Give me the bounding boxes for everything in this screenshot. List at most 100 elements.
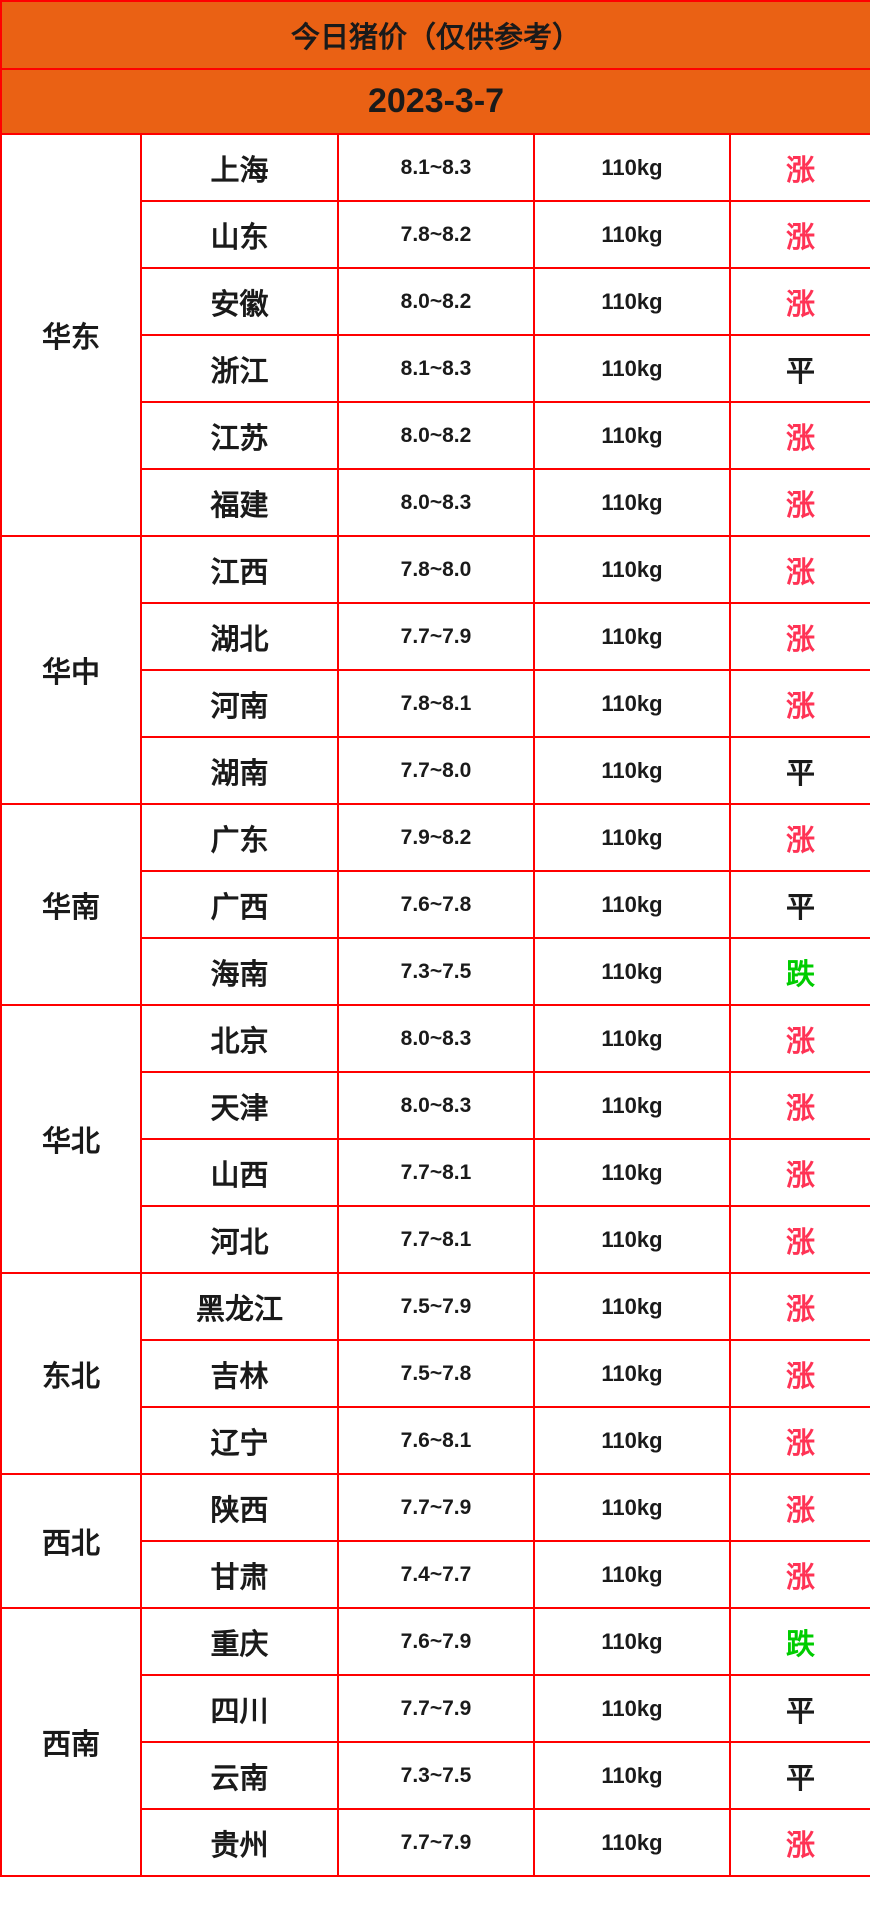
trend-cell: 涨 — [728, 1004, 870, 1073]
trend-cell: 平 — [728, 736, 870, 805]
price-cell: 7.7~7.9 — [337, 1674, 535, 1743]
region-cell: 西北 — [0, 1473, 142, 1609]
province-cell: 河南 — [140, 669, 339, 738]
trend-cell: 跌 — [728, 1607, 870, 1676]
trend-cell: 涨 — [728, 1071, 870, 1140]
trend-cell: 涨 — [728, 1272, 870, 1341]
trend-cell: 涨 — [728, 1540, 870, 1609]
region-cell: 华东 — [0, 133, 142, 537]
trend-cell: 涨 — [728, 468, 870, 537]
price-cell: 7.8~8.0 — [337, 535, 535, 604]
price-cell: 7.7~7.9 — [337, 1473, 535, 1542]
table-row: 山西 7.7~8.1 110kg 涨 — [1, 1138, 870, 1207]
trend-cell: 涨 — [728, 401, 870, 470]
table-row: 浙江 8.1~8.3 110kg 平 — [1, 334, 870, 403]
table-row: 四川 7.7~7.9 110kg 平 — [1, 1674, 870, 1743]
price-cell: 7.3~7.5 — [337, 937, 535, 1006]
region-cell: 华北 — [0, 1004, 142, 1274]
table-row: 天津 8.0~8.3 110kg 涨 — [1, 1071, 870, 1140]
weight-cell: 110kg — [533, 602, 731, 671]
trend-cell: 涨 — [728, 133, 870, 202]
price-cell: 8.1~8.3 — [337, 334, 535, 403]
weight-cell: 110kg — [533, 468, 731, 537]
province-cell: 天津 — [140, 1071, 339, 1140]
price-cell: 7.8~8.1 — [337, 669, 535, 738]
province-cell: 北京 — [140, 1004, 339, 1073]
weight-cell: 110kg — [533, 1808, 731, 1877]
weight-cell: 110kg — [533, 1071, 731, 1140]
trend-cell: 涨 — [728, 1808, 870, 1877]
province-cell: 重庆 — [140, 1607, 339, 1676]
trend-cell: 涨 — [728, 1339, 870, 1408]
trend-cell: 平 — [728, 870, 870, 939]
table-row: 安徽 8.0~8.2 110kg 涨 — [1, 267, 870, 336]
province-cell: 广东 — [140, 803, 339, 872]
price-cell: 7.5~7.8 — [337, 1339, 535, 1408]
table-row: 湖北 7.7~7.9 110kg 涨 — [1, 602, 870, 671]
region-cell: 华南 — [0, 803, 142, 1006]
price-cell: 8.0~8.3 — [337, 1071, 535, 1140]
trend-cell: 涨 — [728, 200, 870, 269]
trend-cell: 涨 — [728, 1473, 870, 1542]
trend-cell: 跌 — [728, 937, 870, 1006]
weight-cell: 110kg — [533, 334, 731, 403]
price-cell: 8.0~8.3 — [337, 1004, 535, 1073]
weight-cell: 110kg — [533, 267, 731, 336]
trend-cell: 涨 — [728, 267, 870, 336]
province-cell: 山西 — [140, 1138, 339, 1207]
weight-cell: 110kg — [533, 1607, 731, 1676]
table-row: 江苏 8.0~8.2 110kg 涨 — [1, 401, 870, 470]
province-cell: 贵州 — [140, 1808, 339, 1877]
price-cell: 7.3~7.5 — [337, 1741, 535, 1810]
province-cell: 广西 — [140, 870, 339, 939]
weight-cell: 110kg — [533, 1674, 731, 1743]
table-row: 河南 7.8~8.1 110kg 涨 — [1, 669, 870, 738]
table-row: 甘肃 7.4~7.7 110kg 涨 — [1, 1540, 870, 1609]
weight-cell: 110kg — [533, 669, 731, 738]
table-row: 华北 北京 8.0~8.3 110kg 涨 — [0, 1004, 870, 1274]
table-row: 辽宁 7.6~8.1 110kg 涨 — [1, 1406, 870, 1475]
province-cell: 黑龙江 — [140, 1272, 339, 1341]
table-row: 华中 江西 7.8~8.0 110kg 涨 — [0, 535, 870, 805]
price-cell: 8.0~8.2 — [337, 401, 535, 470]
price-cell: 7.7~8.1 — [337, 1138, 535, 1207]
province-cell: 湖南 — [140, 736, 339, 805]
trend-cell: 平 — [728, 1741, 870, 1810]
weight-cell: 110kg — [533, 200, 731, 269]
table-row: 广西 7.6~7.8 110kg 平 — [1, 870, 870, 939]
price-cell: 7.7~8.0 — [337, 736, 535, 805]
province-cell: 甘肃 — [140, 1540, 339, 1609]
trend-cell: 涨 — [728, 803, 870, 872]
trend-cell: 涨 — [728, 1138, 870, 1207]
weight-cell: 110kg — [533, 736, 731, 805]
trend-cell: 平 — [728, 1674, 870, 1743]
weight-cell: 110kg — [533, 937, 731, 1006]
province-cell: 安徽 — [140, 267, 339, 336]
region-cell: 东北 — [0, 1272, 142, 1475]
province-cell: 福建 — [140, 468, 339, 537]
price-cell: 7.6~7.8 — [337, 870, 535, 939]
price-cell: 7.6~8.1 — [337, 1406, 535, 1475]
price-cell: 7.5~7.9 — [337, 1272, 535, 1341]
province-cell: 山东 — [140, 200, 339, 269]
trend-cell: 涨 — [728, 1406, 870, 1475]
trend-cell: 涨 — [728, 535, 870, 604]
weight-cell: 110kg — [533, 1741, 731, 1810]
table-row: 海南 7.3~7.5 110kg 跌 — [1, 937, 870, 1006]
weight-cell: 110kg — [533, 1272, 731, 1341]
price-cell: 7.4~7.7 — [337, 1540, 535, 1609]
table-row: 华东 上海 8.1~8.3 110kg 涨 — [0, 133, 870, 537]
weight-cell: 110kg — [533, 535, 731, 604]
province-cell: 吉林 — [140, 1339, 339, 1408]
table-row: 山东 7.8~8.2 110kg 涨 — [1, 200, 870, 269]
weight-cell: 110kg — [533, 133, 731, 202]
table-date: 2023-3-7 — [0, 68, 870, 135]
weight-cell: 110kg — [533, 1339, 731, 1408]
price-cell: 7.7~7.9 — [337, 1808, 535, 1877]
price-cell: 7.9~8.2 — [337, 803, 535, 872]
table-title: 今日猪价（仅供参考） — [0, 0, 870, 70]
province-cell: 云南 — [140, 1741, 339, 1810]
trend-cell: 涨 — [728, 602, 870, 671]
province-cell: 湖北 — [140, 602, 339, 671]
weight-cell: 110kg — [533, 1205, 731, 1274]
